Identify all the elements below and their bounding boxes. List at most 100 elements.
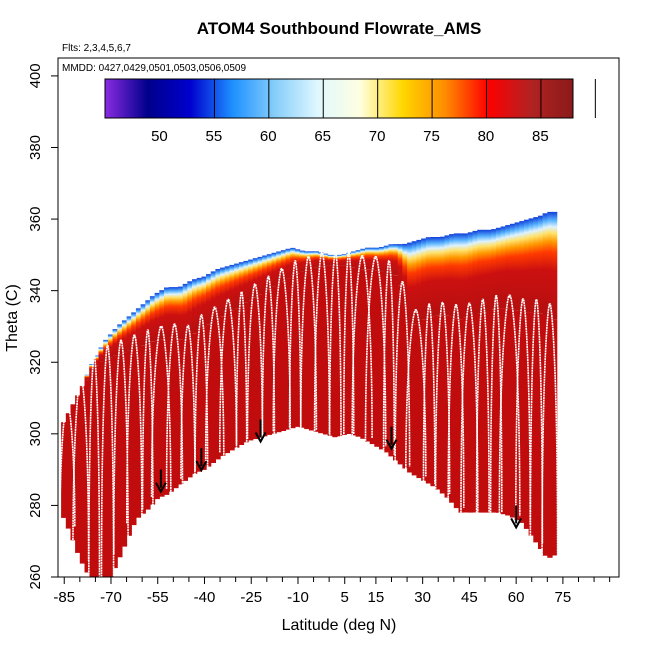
heat-cell-high (294, 249, 301, 274)
heat-cell-high (463, 233, 469, 318)
heat-cell-low (93, 365, 100, 577)
colorbar: 50 55 60 65 70 75 80 85 (104, 78, 596, 145)
heat-cell-low (304, 270, 310, 430)
flight-track (165, 323, 184, 489)
x-axis-label: Latitude (deg N) (282, 617, 397, 634)
x-axis: -85 -70 -55 -40 -25 -10 5 15 30 45 60 75 (53, 577, 611, 606)
flight-track (59, 400, 76, 527)
heat-cell-high (481, 229, 488, 313)
heat-cell-low (266, 289, 273, 435)
heat-cell-low (168, 337, 174, 492)
x-tick-label: -25 (240, 589, 262, 606)
heat-cell-low (379, 271, 385, 450)
heat-cell-high (322, 253, 329, 266)
heat-cell-high (430, 237, 436, 317)
heat-cell-low (477, 313, 483, 513)
heat-cell-low (238, 305, 245, 445)
heat-cell-low (552, 319, 558, 556)
heat-cell-high (514, 222, 520, 311)
colorbar-tick-label: 75 (423, 128, 440, 145)
heat-cell-low (215, 318, 221, 460)
heat-cell-high (449, 234, 455, 317)
flight-track (261, 275, 276, 436)
flight-track (382, 259, 396, 455)
flight-track (272, 267, 291, 432)
heat-cell-high (388, 244, 394, 275)
heat-cell-low (131, 348, 137, 526)
heat-cell-high (547, 211, 553, 317)
heat-cell-high (533, 217, 539, 313)
heat-cell-low (196, 329, 202, 472)
flight-track (328, 251, 342, 438)
heat-cell-low (453, 318, 460, 509)
heat-cell-high (509, 223, 516, 310)
flight-track (434, 301, 451, 495)
flight-track (364, 255, 387, 447)
heat-cell-high (336, 254, 343, 266)
plot-area (59, 211, 559, 577)
heat-cell-high (416, 239, 422, 322)
heat-cell-high (187, 281, 193, 338)
heat-cell-low (514, 310, 520, 521)
y-tick-label: 320 (27, 350, 44, 375)
heat-cell-low (332, 265, 338, 438)
x-tick-label: 5 (341, 589, 349, 606)
heat-cell-high (453, 233, 460, 319)
heat-cell-low (505, 308, 511, 516)
colorbar-tick-label: 60 (260, 128, 277, 145)
heat-cell-low (135, 347, 142, 518)
y-tick-label: 300 (27, 421, 44, 446)
heat-cell-high (159, 290, 165, 340)
heat-cell-low (159, 339, 165, 497)
heat-cell-high (383, 245, 389, 273)
flight-track (447, 304, 465, 508)
heat-cell-low (416, 321, 422, 479)
heat-cell-high (435, 237, 441, 316)
flight-track (498, 294, 521, 517)
heat-cell-low (444, 315, 450, 498)
arrow-head (154, 482, 167, 494)
heat-cell-low (201, 326, 207, 470)
heat-cell-low (276, 283, 282, 433)
heat-cell-high (149, 296, 156, 342)
heat-cell-low (439, 315, 446, 494)
heat-cell-high (206, 274, 212, 325)
heat-cell-high (121, 320, 128, 353)
flight-track (405, 309, 427, 477)
flight-track (180, 324, 196, 479)
heat-cell-high (467, 232, 474, 317)
heat-cell-high (248, 259, 254, 301)
heat-cell-high (355, 250, 361, 269)
heat-cell-low (182, 340, 188, 481)
heat-cell-high (173, 287, 179, 338)
x-tick-label: -40 (194, 589, 216, 606)
colorbar-tick-label: 55 (205, 128, 222, 145)
heat-cell-high (262, 255, 268, 292)
colorbar-tick-label: 85 (532, 128, 549, 145)
heat-cell-high (145, 300, 151, 344)
heat-cell-low (206, 324, 212, 467)
heat-cell-low (173, 337, 179, 489)
heat-cell-high (126, 316, 132, 351)
heat-cell-high (257, 256, 263, 295)
heat-cell-high (238, 262, 245, 306)
heat-cell-low (229, 310, 235, 451)
heat-cell-high (229, 264, 235, 311)
heat-cell-low (523, 312, 530, 529)
heat-cell-low (538, 313, 544, 549)
heat-cell-low (285, 278, 291, 430)
heat-cell-high (542, 213, 548, 316)
heat-cell-high (421, 238, 427, 319)
x-tick-label: -55 (147, 589, 169, 606)
heat-cell-high (439, 236, 446, 316)
heat-cell-high (192, 279, 198, 334)
heat-cell-low (449, 316, 455, 503)
heat-cell-high (365, 247, 371, 270)
heat-cell-high (346, 252, 352, 266)
heat-cell-high (271, 252, 277, 287)
heat-cell-high (407, 242, 413, 324)
x-tick-label: 75 (555, 589, 572, 606)
heat-cell-low (528, 312, 534, 536)
x-tick-label: 45 (461, 589, 478, 606)
